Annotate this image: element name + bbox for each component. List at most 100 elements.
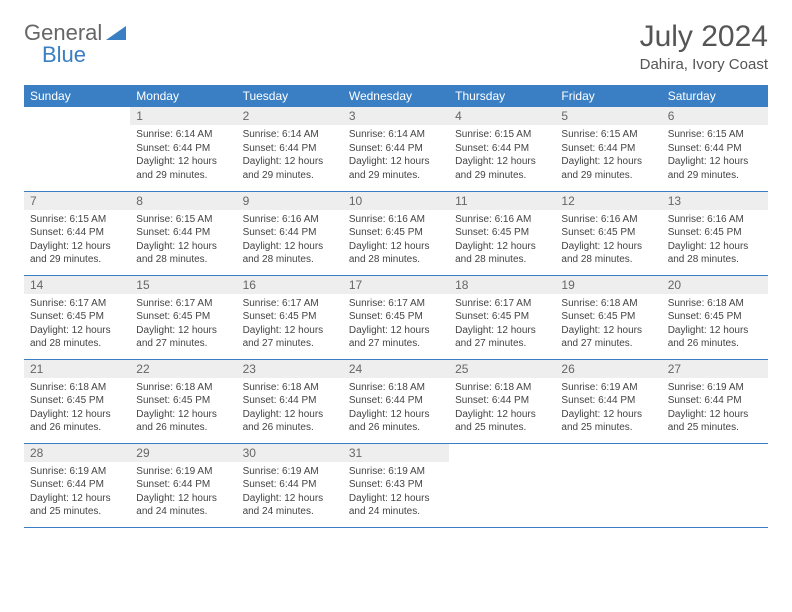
calendar-cell: 30Sunrise: 6:19 AMSunset: 6:44 PMDayligh…	[237, 443, 343, 527]
day-details: Sunrise: 6:19 AMSunset: 6:44 PMDaylight:…	[237, 462, 343, 523]
day-number: 5	[555, 107, 661, 125]
dow-header: Sunday	[24, 85, 130, 107]
day-details: Sunrise: 6:15 AMSunset: 6:44 PMDaylight:…	[449, 125, 555, 186]
calendar-cell	[449, 443, 555, 527]
day-number: 30	[237, 444, 343, 462]
day-details: Sunrise: 6:17 AMSunset: 6:45 PMDaylight:…	[449, 294, 555, 355]
day-number: 4	[449, 107, 555, 125]
day-number: 31	[343, 444, 449, 462]
day-details: Sunrise: 6:19 AMSunset: 6:44 PMDaylight:…	[130, 462, 236, 523]
day-details: Sunrise: 6:18 AMSunset: 6:45 PMDaylight:…	[662, 294, 768, 355]
day-number: 17	[343, 276, 449, 294]
calendar-cell: 5Sunrise: 6:15 AMSunset: 6:44 PMDaylight…	[555, 107, 661, 191]
day-details: Sunrise: 6:14 AMSunset: 6:44 PMDaylight:…	[237, 125, 343, 186]
day-number: 6	[662, 107, 768, 125]
day-details: Sunrise: 6:18 AMSunset: 6:45 PMDaylight:…	[555, 294, 661, 355]
day-number: 14	[24, 276, 130, 294]
calendar-cell	[24, 107, 130, 191]
calendar-cell: 9Sunrise: 6:16 AMSunset: 6:44 PMDaylight…	[237, 191, 343, 275]
day-number: 7	[24, 192, 130, 210]
calendar-cell: 15Sunrise: 6:17 AMSunset: 6:45 PMDayligh…	[130, 275, 236, 359]
dow-header: Friday	[555, 85, 661, 107]
day-details: Sunrise: 6:19 AMSunset: 6:44 PMDaylight:…	[24, 462, 130, 523]
day-number: 16	[237, 276, 343, 294]
day-details: Sunrise: 6:18 AMSunset: 6:44 PMDaylight:…	[343, 378, 449, 439]
day-number: 27	[662, 360, 768, 378]
calendar-cell: 2Sunrise: 6:14 AMSunset: 6:44 PMDaylight…	[237, 107, 343, 191]
day-number: 1	[130, 107, 236, 125]
day-details: Sunrise: 6:19 AMSunset: 6:44 PMDaylight:…	[555, 378, 661, 439]
day-number: 3	[343, 107, 449, 125]
calendar-cell: 12Sunrise: 6:16 AMSunset: 6:45 PMDayligh…	[555, 191, 661, 275]
dow-header: Wednesday	[343, 85, 449, 107]
day-details: Sunrise: 6:15 AMSunset: 6:44 PMDaylight:…	[130, 210, 236, 271]
calendar-body: 1Sunrise: 6:14 AMSunset: 6:44 PMDaylight…	[24, 107, 768, 527]
day-number: 13	[662, 192, 768, 210]
calendar-cell: 8Sunrise: 6:15 AMSunset: 6:44 PMDaylight…	[130, 191, 236, 275]
calendar-header-row: SundayMondayTuesdayWednesdayThursdayFrid…	[24, 85, 768, 107]
calendar-cell: 28Sunrise: 6:19 AMSunset: 6:44 PMDayligh…	[24, 443, 130, 527]
day-details: Sunrise: 6:16 AMSunset: 6:45 PMDaylight:…	[449, 210, 555, 271]
day-number: 24	[343, 360, 449, 378]
calendar-cell: 7Sunrise: 6:15 AMSunset: 6:44 PMDaylight…	[24, 191, 130, 275]
day-number: 18	[449, 276, 555, 294]
day-details: Sunrise: 6:15 AMSunset: 6:44 PMDaylight:…	[662, 125, 768, 186]
calendar-row: 14Sunrise: 6:17 AMSunset: 6:45 PMDayligh…	[24, 275, 768, 359]
day-details: Sunrise: 6:17 AMSunset: 6:45 PMDaylight:…	[24, 294, 130, 355]
day-details: Sunrise: 6:16 AMSunset: 6:44 PMDaylight:…	[237, 210, 343, 271]
calendar-cell: 14Sunrise: 6:17 AMSunset: 6:45 PMDayligh…	[24, 275, 130, 359]
day-details: Sunrise: 6:16 AMSunset: 6:45 PMDaylight:…	[343, 210, 449, 271]
calendar-cell: 20Sunrise: 6:18 AMSunset: 6:45 PMDayligh…	[662, 275, 768, 359]
day-details: Sunrise: 6:19 AMSunset: 6:44 PMDaylight:…	[662, 378, 768, 439]
day-details: Sunrise: 6:19 AMSunset: 6:43 PMDaylight:…	[343, 462, 449, 523]
calendar-row: 7Sunrise: 6:15 AMSunset: 6:44 PMDaylight…	[24, 191, 768, 275]
day-number: 28	[24, 444, 130, 462]
day-details: Sunrise: 6:17 AMSunset: 6:45 PMDaylight:…	[130, 294, 236, 355]
day-details: Sunrise: 6:18 AMSunset: 6:45 PMDaylight:…	[130, 378, 236, 439]
day-number: 15	[130, 276, 236, 294]
header: General July 2024 Dahira, Ivory Coast	[24, 20, 768, 73]
day-details: Sunrise: 6:16 AMSunset: 6:45 PMDaylight:…	[555, 210, 661, 271]
calendar-cell: 24Sunrise: 6:18 AMSunset: 6:44 PMDayligh…	[343, 359, 449, 443]
calendar-cell: 21Sunrise: 6:18 AMSunset: 6:45 PMDayligh…	[24, 359, 130, 443]
dow-header: Saturday	[662, 85, 768, 107]
dow-header: Monday	[130, 85, 236, 107]
title-block: July 2024 Dahira, Ivory Coast	[640, 20, 768, 73]
day-details: Sunrise: 6:16 AMSunset: 6:45 PMDaylight:…	[662, 210, 768, 271]
day-details: Sunrise: 6:18 AMSunset: 6:44 PMDaylight:…	[237, 378, 343, 439]
day-number: 23	[237, 360, 343, 378]
logo-text-blue: Blue	[42, 42, 86, 68]
calendar-cell: 17Sunrise: 6:17 AMSunset: 6:45 PMDayligh…	[343, 275, 449, 359]
dow-header: Thursday	[449, 85, 555, 107]
calendar-cell: 19Sunrise: 6:18 AMSunset: 6:45 PMDayligh…	[555, 275, 661, 359]
day-number: 10	[343, 192, 449, 210]
calendar-cell: 10Sunrise: 6:16 AMSunset: 6:45 PMDayligh…	[343, 191, 449, 275]
calendar-cell: 11Sunrise: 6:16 AMSunset: 6:45 PMDayligh…	[449, 191, 555, 275]
calendar-cell: 29Sunrise: 6:19 AMSunset: 6:44 PMDayligh…	[130, 443, 236, 527]
calendar-cell: 4Sunrise: 6:15 AMSunset: 6:44 PMDaylight…	[449, 107, 555, 191]
day-details: Sunrise: 6:14 AMSunset: 6:44 PMDaylight:…	[343, 125, 449, 186]
day-details: Sunrise: 6:18 AMSunset: 6:45 PMDaylight:…	[24, 378, 130, 439]
calendar-cell: 25Sunrise: 6:18 AMSunset: 6:44 PMDayligh…	[449, 359, 555, 443]
day-details: Sunrise: 6:18 AMSunset: 6:44 PMDaylight:…	[449, 378, 555, 439]
day-number: 26	[555, 360, 661, 378]
calendar-cell: 27Sunrise: 6:19 AMSunset: 6:44 PMDayligh…	[662, 359, 768, 443]
day-number: 20	[662, 276, 768, 294]
location-title: Dahira, Ivory Coast	[640, 56, 768, 73]
day-details: Sunrise: 6:17 AMSunset: 6:45 PMDaylight:…	[343, 294, 449, 355]
calendar-cell: 6Sunrise: 6:15 AMSunset: 6:44 PMDaylight…	[662, 107, 768, 191]
day-number: 2	[237, 107, 343, 125]
calendar-cell: 3Sunrise: 6:14 AMSunset: 6:44 PMDaylight…	[343, 107, 449, 191]
day-number: 8	[130, 192, 236, 210]
calendar-cell	[555, 443, 661, 527]
logo-triangle-icon	[106, 20, 126, 46]
calendar-cell: 23Sunrise: 6:18 AMSunset: 6:44 PMDayligh…	[237, 359, 343, 443]
calendar-cell: 18Sunrise: 6:17 AMSunset: 6:45 PMDayligh…	[449, 275, 555, 359]
month-title: July 2024	[640, 20, 768, 54]
calendar-row: 21Sunrise: 6:18 AMSunset: 6:45 PMDayligh…	[24, 359, 768, 443]
day-number: 9	[237, 192, 343, 210]
day-number: 12	[555, 192, 661, 210]
calendar-row: 28Sunrise: 6:19 AMSunset: 6:44 PMDayligh…	[24, 443, 768, 527]
day-number: 25	[449, 360, 555, 378]
day-number: 19	[555, 276, 661, 294]
